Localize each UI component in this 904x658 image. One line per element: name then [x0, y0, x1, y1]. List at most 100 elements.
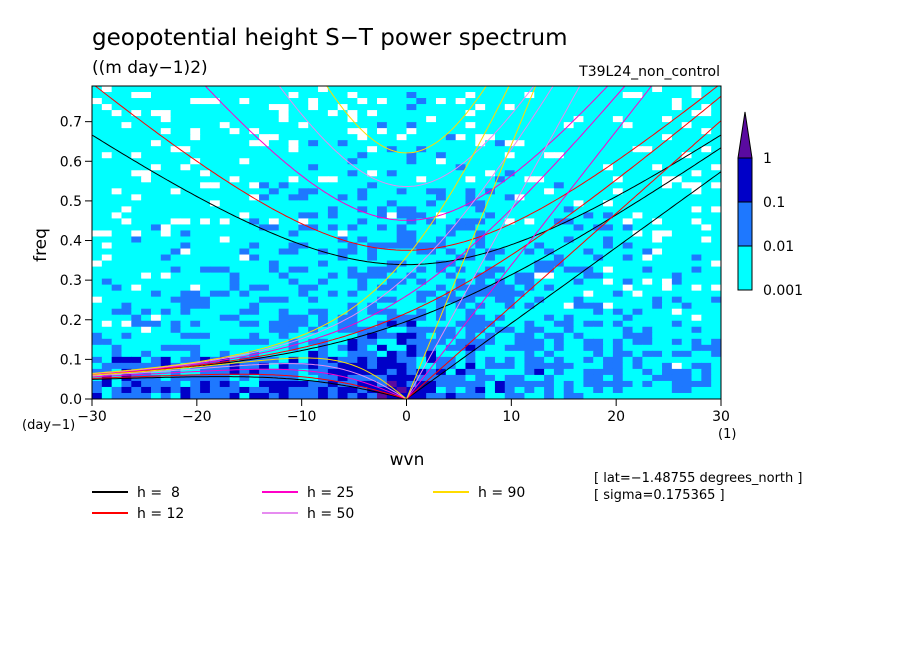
spectrum-cell [652, 146, 663, 153]
spectrum-cell [573, 326, 585, 334]
y-tick-label: 0.4 [60, 234, 82, 250]
spectrum-cell [396, 254, 408, 262]
spectrum-cell [377, 266, 388, 274]
spectrum-cell [514, 368, 526, 376]
spectrum-cell [357, 392, 368, 399]
spectrum-cell [504, 182, 516, 189]
spectrum-cell [671, 188, 683, 195]
spectrum-cell [259, 98, 270, 105]
spectrum-cell [288, 92, 299, 99]
spectrum-cell [603, 302, 614, 310]
spectrum-cell [583, 350, 594, 358]
spectrum-cell [534, 314, 545, 322]
spectrum-cell [101, 332, 113, 340]
spectrum-cell [308, 278, 319, 286]
spectrum-cell [278, 146, 290, 153]
spectrum-cell [357, 212, 368, 220]
spectrum-cell [612, 326, 624, 334]
spectrum-cell [268, 104, 280, 111]
spectrum-cell [465, 152, 476, 159]
spectrum-cell [455, 200, 467, 207]
spectrum-cell [455, 158, 467, 165]
spectrum-cell [662, 146, 673, 153]
spectrum-cell [671, 104, 683, 111]
spectrum-cell [612, 116, 624, 123]
spectrum-cell [406, 362, 417, 370]
spectrum-cell [583, 86, 594, 93]
spectrum-cell [514, 236, 526, 244]
spectrum-cell [337, 278, 349, 286]
spectrum-cell [612, 260, 624, 268]
spectrum-cell [524, 128, 535, 135]
spectrum-cell [259, 224, 270, 232]
spectrum-cell [101, 128, 113, 135]
spectrum-cell [622, 386, 634, 394]
spectrum-cell [327, 158, 339, 165]
spectrum-cell [534, 296, 545, 304]
spectrum-cell [141, 86, 152, 93]
spectrum-cell [278, 230, 290, 238]
spectrum-cell [494, 206, 506, 213]
spectrum-cell [435, 230, 447, 238]
spectrum-cell [494, 392, 506, 399]
spectrum-cell [435, 362, 447, 370]
spectrum-cell [711, 236, 721, 244]
spectrum-cell [386, 98, 398, 105]
spectrum-cell [662, 110, 673, 117]
spectrum-cell [347, 92, 358, 99]
spectrum-cell [544, 158, 555, 165]
spectrum-cell [337, 134, 349, 141]
spectrum-cell [544, 392, 555, 399]
spectrum-cell [701, 146, 712, 153]
spectrum-cell [288, 116, 299, 123]
spectrum-cell [494, 164, 506, 171]
spectrum-cell [111, 254, 123, 262]
spectrum-cell [92, 302, 103, 310]
spectrum-cell [435, 200, 447, 207]
spectrum-cell [190, 218, 201, 226]
spectrum-cell [573, 146, 585, 153]
spectrum-cell [701, 110, 712, 117]
spectrum-cell [239, 386, 250, 394]
spectrum-cell [514, 242, 526, 250]
spectrum-cell [288, 158, 299, 165]
spectrum-cell [298, 122, 309, 129]
spectrum-cell [209, 296, 221, 304]
spectrum-cell [92, 200, 103, 207]
spectrum-cell [642, 308, 653, 316]
spectrum-cell [229, 260, 241, 268]
spectrum-cell [131, 266, 142, 274]
spectrum-cell [691, 194, 702, 201]
spectrum-cell [426, 170, 437, 177]
spectrum-cell [288, 218, 299, 226]
spectrum-cell [229, 134, 241, 141]
spectrum-cell [131, 380, 142, 388]
spectrum-cell [396, 206, 408, 213]
spectrum-cell [121, 92, 132, 99]
spectrum-cell [465, 248, 476, 256]
spectrum-cell [426, 392, 437, 399]
spectrum-cell [219, 344, 231, 352]
spectrum-cell [219, 116, 231, 123]
spectrum-cell [494, 362, 506, 370]
spectrum-cell [150, 98, 162, 105]
spectrum-cell [357, 386, 368, 394]
spectrum-cell [435, 98, 447, 105]
spectrum-cell [416, 362, 427, 370]
spectrum-cell [524, 200, 535, 207]
y-tick-label: 0.3 [60, 273, 82, 289]
spectrum-cell [141, 248, 152, 256]
spectrum-cell [642, 224, 653, 232]
spectrum-cell [386, 86, 398, 93]
spectrum-cell [465, 374, 476, 382]
spectrum-cell [701, 248, 712, 256]
spectrum-cell [229, 104, 241, 111]
spectrum-cell [288, 194, 299, 201]
spectrum-cell [622, 194, 634, 201]
spectrum-cell [642, 200, 653, 207]
spectrum-cell [347, 248, 358, 256]
spectrum-cell [308, 92, 319, 99]
spectrum-cell [652, 386, 663, 394]
spectrum-cell [406, 224, 417, 232]
spectrum-cell [386, 242, 398, 250]
